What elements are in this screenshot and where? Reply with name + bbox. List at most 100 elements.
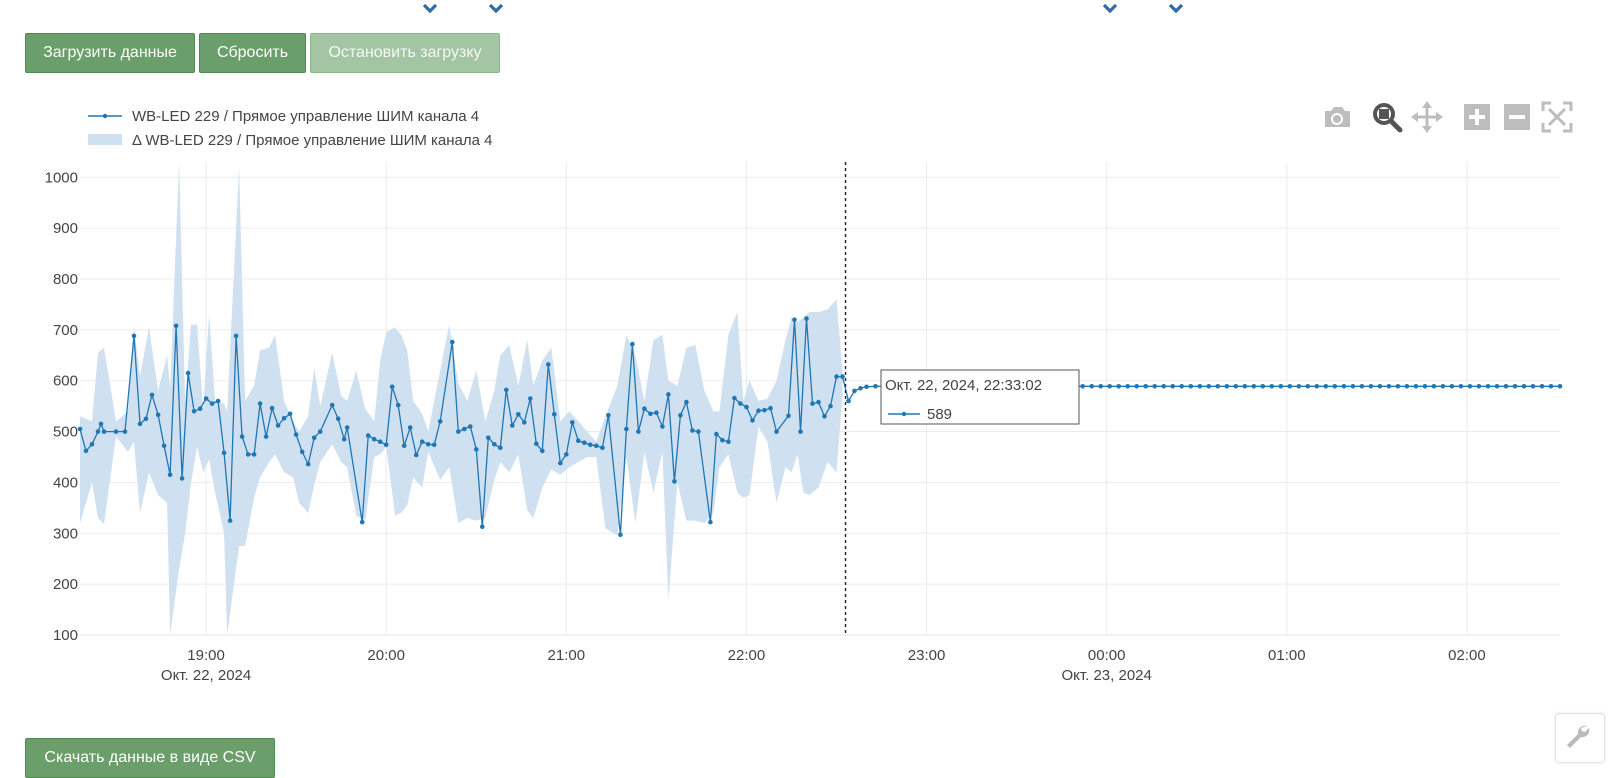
data-point <box>371 436 377 442</box>
data-point <box>185 370 191 376</box>
data-point <box>287 411 293 417</box>
x-tick-label: 22:00 <box>728 647 766 664</box>
data-point <box>1512 384 1518 389</box>
data-point <box>618 532 623 538</box>
data-point <box>732 395 737 401</box>
settings-button[interactable] <box>1555 713 1605 763</box>
data-point <box>1413 384 1419 389</box>
chevron-down-icon[interactable] <box>421 0 439 16</box>
load-data-button[interactable]: Загрузить данные <box>25 33 195 73</box>
data-point <box>419 439 425 445</box>
data-point <box>630 341 635 347</box>
series-line-path <box>79 317 1560 536</box>
hover-value: 589 <box>927 406 952 423</box>
data-point <box>1377 384 1383 389</box>
data-point <box>822 414 827 419</box>
x-tick-label: 21:00 <box>548 647 586 664</box>
data-point <box>233 333 239 339</box>
data-point <box>203 396 209 401</box>
data-point <box>305 461 311 467</box>
data-point <box>480 524 485 529</box>
y-tick-label: 200 <box>53 576 78 593</box>
delta-band-area <box>80 162 843 635</box>
pan-icon[interactable] <box>1410 100 1444 134</box>
chart-legend: WB-LED 229 / Прямое управление ШИМ канал… <box>88 108 493 149</box>
axes: 100 200 300 400 500 600 700 800 900 1000 19:00 Окт.… <box>45 169 1560 684</box>
data-point <box>858 386 863 391</box>
wrench-icon <box>1567 725 1590 748</box>
y-tick-label: 300 <box>53 525 78 542</box>
data-point <box>462 426 467 432</box>
series-line <box>79 317 1560 536</box>
data-point <box>1539 384 1545 389</box>
data-point <box>1287 384 1293 389</box>
chevron-down-icon[interactable] <box>1167 0 1185 16</box>
data-point <box>161 443 167 449</box>
zoom-in-icon[interactable] <box>1460 100 1494 134</box>
chevron-down-icon[interactable] <box>1101 0 1119 16</box>
data-point <box>77 426 83 432</box>
data-point <box>594 443 599 449</box>
data-point <box>1368 384 1374 389</box>
data-point <box>1242 384 1248 389</box>
data-point <box>750 418 755 423</box>
data-point <box>1116 384 1121 389</box>
data-point <box>558 460 563 466</box>
data-point <box>864 384 869 390</box>
data-point <box>1278 384 1284 389</box>
chevron-down-icon[interactable] <box>487 0 505 16</box>
x-date-label: Окт. 22, 2024 <box>161 667 251 684</box>
data-point <box>395 402 401 408</box>
camera-icon[interactable] <box>1320 100 1354 134</box>
x-date-label: Окт. 23, 2024 <box>1062 667 1152 684</box>
data-point <box>504 387 509 393</box>
y-tick-label: 400 <box>53 474 78 491</box>
data-point <box>714 431 719 437</box>
data-point <box>1494 384 1500 389</box>
autoscale-icon[interactable] <box>1540 100 1574 134</box>
reset-button[interactable]: Сбросить <box>199 33 306 73</box>
data-point <box>1098 384 1103 389</box>
data-point <box>83 448 89 454</box>
data-point <box>756 408 761 414</box>
data-point <box>227 518 233 523</box>
data-point <box>269 405 275 411</box>
data-point <box>852 388 857 394</box>
data-point <box>474 447 479 452</box>
data-point <box>450 339 455 345</box>
data-point <box>873 384 878 389</box>
data-point <box>774 429 779 434</box>
data-point <box>552 412 557 417</box>
data-point <box>1197 384 1203 389</box>
x-tick-label: 19:00 <box>187 647 225 664</box>
data-point <box>281 416 287 421</box>
data-point <box>1521 384 1527 389</box>
data-point <box>401 443 407 449</box>
zoom-out-icon[interactable] <box>1500 100 1534 134</box>
data-point <box>98 421 104 427</box>
data-point <box>720 437 725 443</box>
data-point <box>1557 384 1563 389</box>
data-point <box>89 442 95 447</box>
data-point <box>582 440 587 446</box>
data-point <box>1440 384 1446 389</box>
data-point <box>293 432 299 437</box>
data-point <box>389 384 395 390</box>
data-point <box>155 412 161 418</box>
data-point <box>666 392 671 397</box>
data-point <box>341 436 347 442</box>
data-point <box>486 435 491 441</box>
download-csv-button[interactable]: Скачать данные в виде CSV <box>25 738 275 778</box>
zoom-icon[interactable] <box>1370 100 1404 134</box>
data-point <box>1503 384 1509 389</box>
data-point <box>1251 384 1257 389</box>
data-point <box>149 392 155 398</box>
data-point <box>365 433 371 438</box>
data-point <box>1431 384 1437 389</box>
data-point <box>413 452 419 458</box>
data-point <box>1305 384 1311 389</box>
data-point <box>1269 384 1275 389</box>
data-point <box>696 429 701 434</box>
data-point <box>678 413 683 418</box>
data-point <box>437 419 443 424</box>
